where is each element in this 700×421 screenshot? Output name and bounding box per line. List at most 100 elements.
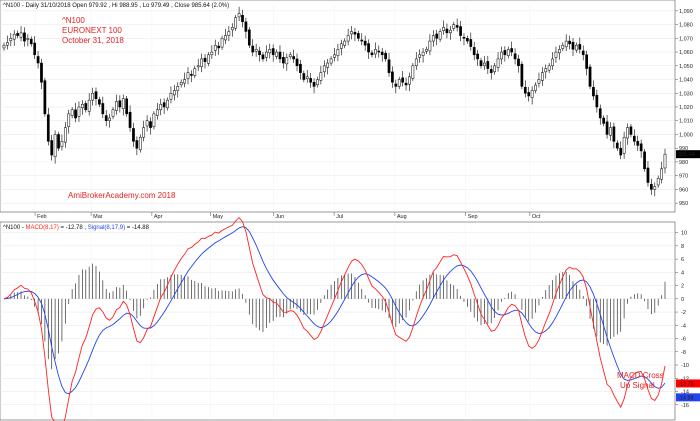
- price-candle-up: [316, 79, 319, 86]
- price-candle-down: [527, 92, 531, 97]
- signal-line: [3, 226, 666, 395]
- price-candle-up: [285, 57, 289, 65]
- price-candle-up: [186, 72, 190, 79]
- price-candle-down: [312, 82, 316, 87]
- price-candle-down: [377, 50, 381, 53]
- price-candle-down: [261, 54, 265, 60]
- price-candle-down: [643, 151, 646, 170]
- price-candle-up: [411, 65, 415, 79]
- macd-line: [3, 216, 666, 421]
- price-candle-down: [615, 142, 619, 149]
- price-candle-down: [646, 167, 650, 183]
- price-candle-down: [619, 147, 623, 156]
- price-candle-down: [462, 36, 466, 39]
- last-price-label: 985.64: [678, 152, 695, 158]
- price-candle-up: [70, 109, 74, 116]
- price-y-tick-label: 950: [679, 201, 688, 207]
- price-candle-down: [520, 63, 524, 87]
- price-candle-up: [268, 49, 272, 54]
- price-candle-down: [472, 47, 476, 56]
- price-candle-up: [2, 44, 6, 49]
- price-candle-down: [639, 143, 643, 152]
- price-candle-up: [91, 93, 94, 101]
- price-y-tick-label: 970: [679, 174, 688, 180]
- price-y-tick-label: 1,030: [679, 91, 693, 97]
- price-candle-down: [33, 42, 37, 56]
- price-candle-up: [6, 42, 9, 46]
- price-candle-up: [227, 31, 231, 36]
- price-candle-up: [333, 54, 336, 58]
- price-candle-up: [660, 168, 663, 180]
- price-candle-up: [87, 99, 91, 112]
- price-candle-down: [486, 61, 490, 69]
- price-candle-up: [19, 32, 23, 38]
- title-symbol: ^N100: [62, 16, 85, 25]
- price-candle-down: [241, 15, 244, 23]
- price-header: ^N100 - Daily 31/10/2018 Open 979.92 , H…: [3, 3, 229, 9]
- macd-plot-frame: [0, 221, 676, 421]
- macd-value-marker: [676, 379, 700, 388]
- price-x-axis: Feb Mar Apr May Jun Jul Aug Sep Oct: [34, 212, 541, 220]
- price-candle-up: [428, 40, 432, 52]
- price-candle-down: [16, 33, 19, 36]
- price-candle-down: [258, 50, 261, 56]
- macd-y-tick-label: -8: [681, 350, 686, 356]
- price-candle-up: [254, 49, 258, 52]
- price-candle-up: [397, 79, 401, 87]
- price-candle-down: [578, 44, 582, 50]
- price-candle-up: [506, 49, 510, 56]
- price-candle-up: [288, 54, 292, 57]
- price-candle-down: [391, 71, 394, 83]
- price-candle-up: [196, 65, 200, 68]
- price-x-tick-label: Apr: [154, 214, 163, 220]
- macd-y-tick-label: -14: [681, 390, 689, 396]
- price-candle-up: [319, 72, 323, 81]
- price-candle-up: [176, 86, 180, 91]
- price-candle-down: [29, 38, 33, 45]
- signal-value-label: -14.88: [678, 395, 694, 401]
- price-candle-up: [544, 68, 548, 73]
- price-candle-down: [132, 128, 135, 142]
- price-candle-down: [74, 109, 77, 119]
- price-candle-down: [404, 82, 408, 86]
- price-candle-up: [575, 44, 578, 51]
- price-candle-down: [247, 29, 251, 46]
- price-candle-down: [598, 108, 602, 119]
- price-candle-down: [190, 74, 193, 76]
- price-candle-up: [275, 51, 278, 57]
- price-candle-up: [329, 58, 333, 64]
- macd-value-label: -12.78: [678, 381, 694, 387]
- price-candle-up: [350, 31, 353, 35]
- price-candle-down: [380, 51, 384, 56]
- macd-y-tick-label: 0: [681, 297, 684, 303]
- price-candle-down: [98, 99, 101, 105]
- price-candle-down: [469, 39, 473, 47]
- price-candle-down: [602, 117, 606, 124]
- price-candle-up: [220, 38, 224, 48]
- price-candle-down: [278, 51, 282, 60]
- signal-value-marker: [676, 393, 700, 402]
- price-candle-down: [581, 50, 585, 56]
- price-candle-up: [108, 117, 111, 121]
- price-candle-up: [173, 90, 176, 96]
- price-candle-up: [551, 58, 554, 67]
- price-candle-up: [322, 65, 326, 73]
- price-candle-up: [653, 186, 657, 190]
- price-y-tick-label: 1,060: [679, 50, 693, 56]
- price-candle-up: [145, 120, 149, 127]
- price-candle-up: [179, 82, 183, 86]
- price-candle-up: [60, 141, 64, 147]
- price-candle-down: [302, 73, 306, 80]
- price-candle-down: [299, 63, 302, 73]
- price-candle-up: [656, 178, 660, 186]
- price-candle-up: [537, 79, 541, 84]
- price-candle-up: [500, 51, 503, 60]
- price-candle-down: [203, 57, 207, 62]
- price-candle-down: [629, 126, 633, 135]
- price-candle-down: [57, 134, 60, 149]
- price-candle-up: [115, 101, 118, 111]
- price-candle-down: [135, 140, 139, 149]
- macd-y-tick-label: 8: [681, 244, 684, 250]
- price-plot-frame: [0, 0, 676, 213]
- macd-y-tick-label: 4: [681, 270, 684, 276]
